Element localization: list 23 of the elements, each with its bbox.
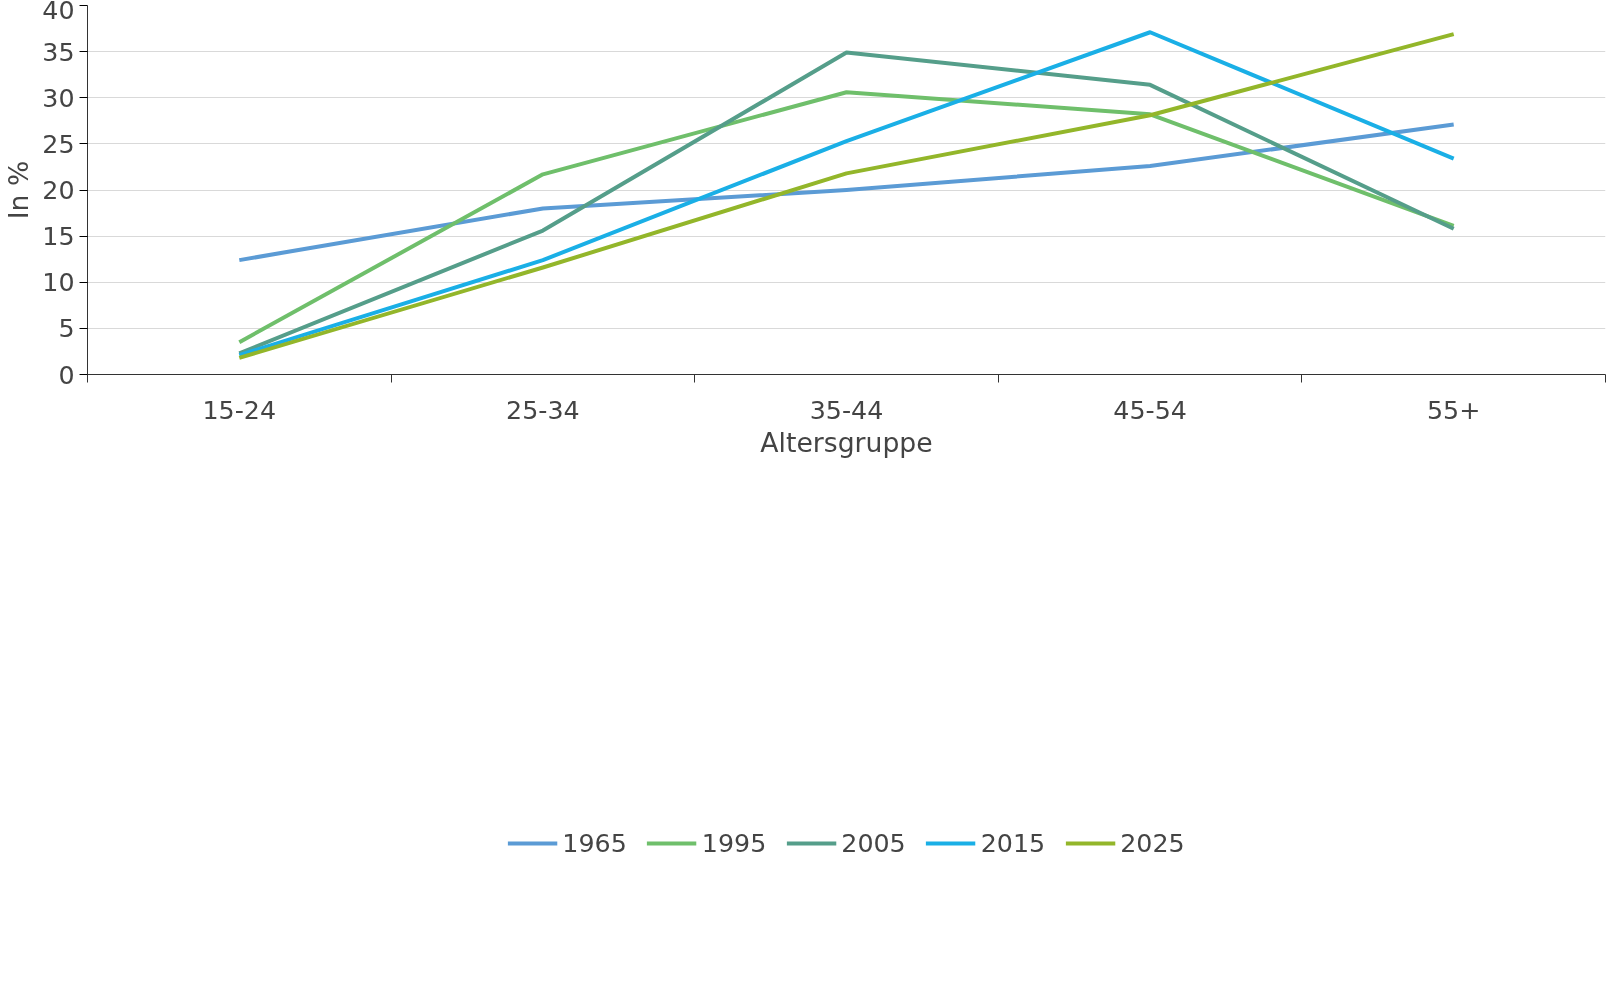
x-tick-label: 25-34 (506, 394, 580, 425)
y-axis-title: In % (3, 160, 35, 220)
y-tick-label: 10 (42, 267, 75, 298)
y-tick-label: 20 (42, 175, 75, 205)
x-axis-title: Altersgruppe (760, 426, 933, 458)
x-tick-label: 35-44 (809, 394, 884, 425)
y-tick-label: 15 (42, 221, 75, 252)
y-tick-label: 30 (42, 82, 75, 113)
y-tick-label: 0 (58, 359, 75, 390)
x-tick-label: 55+ (1426, 394, 1481, 425)
y-tick-label: 35 (42, 36, 75, 67)
legend-label: 2025 (1120, 827, 1185, 858)
legend-label: 1995 (701, 827, 767, 858)
line-series (237, 122, 1456, 263)
legend-label: 1965 (562, 827, 627, 858)
line-series (237, 90, 1456, 345)
legend-label: 2005 (841, 827, 906, 858)
y-tick-label: 40 (42, 0, 75, 25)
y-tick-label: 5 (58, 313, 75, 344)
legend-label: 2015 (980, 827, 1046, 858)
x-tick-label: 15-24 (202, 394, 277, 425)
x-tick-label: 45-54 (1113, 394, 1187, 425)
y-tick-label: 25 (42, 128, 75, 159)
